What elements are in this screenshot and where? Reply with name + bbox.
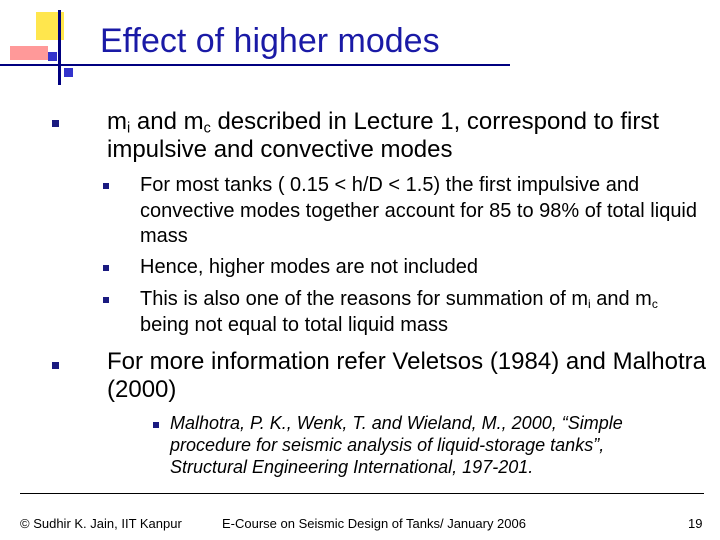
text: described in Lecture 1, correspond to fi… xyxy=(107,108,660,163)
bullet-text: mi and mc described in Lecture 1, corres… xyxy=(107,108,707,164)
bullet-text: For most tanks ( 0.15 < h/D < 1.5) the f… xyxy=(140,173,700,250)
text: For most tanks ( 0.15 < h/D < 1.5) the f… xyxy=(140,174,698,247)
bullet-text: Malhotra, P. K., Wenk, T. and Wieland, M… xyxy=(170,412,670,478)
text: Hence, higher modes are not included xyxy=(140,256,478,278)
footer-left: © Sudhir K. Jain, IIT Kanpur xyxy=(20,516,182,531)
bullet xyxy=(153,422,159,428)
bullet-text: This is also one of the reasons for summ… xyxy=(140,287,700,338)
deco-square xyxy=(64,68,73,77)
subscript: c xyxy=(651,297,658,311)
text: This is also one of the reasons for summ… xyxy=(140,288,588,310)
deco-line xyxy=(58,10,61,85)
text: m xyxy=(107,108,127,135)
bullet-text: Hence, higher modes are not included xyxy=(140,255,700,281)
bullet-text: For more information refer Veletsos (198… xyxy=(107,348,707,404)
text: For more information refer Veletsos (198… xyxy=(107,348,706,403)
title: Effect of higher modes xyxy=(100,22,440,60)
footer-center: E-Course on Seismic Design of Tanks/ Jan… xyxy=(222,516,526,531)
subscript: c xyxy=(203,120,211,137)
text: being not equal to total liquid mass xyxy=(140,313,448,336)
subscript: i xyxy=(127,120,131,137)
text: Malhotra, P. K., Wenk, T. and Wieland, M… xyxy=(170,413,623,477)
text: and m xyxy=(130,108,204,135)
text: and m xyxy=(590,288,652,310)
footer-line xyxy=(20,493,704,494)
page-number: 19 xyxy=(688,516,703,531)
deco-square xyxy=(10,46,48,60)
bullet xyxy=(52,120,59,127)
bullet xyxy=(103,297,109,303)
deco-square xyxy=(48,52,57,61)
bullet xyxy=(103,183,109,189)
subscript: i xyxy=(587,297,591,311)
bullet xyxy=(103,265,109,271)
bullet xyxy=(52,362,59,369)
deco-line xyxy=(0,64,510,66)
